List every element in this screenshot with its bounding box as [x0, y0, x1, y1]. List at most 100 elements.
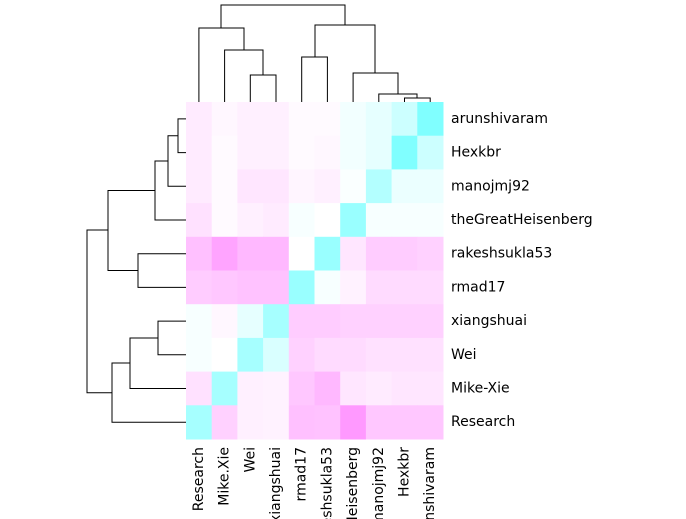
heatmap-cell	[314, 203, 341, 238]
heatmap-cell	[263, 236, 290, 271]
heatmap-cell	[237, 135, 264, 170]
heatmap-cell	[417, 270, 444, 305]
heatmap-cell	[340, 304, 367, 339]
heatmap-cell	[365, 270, 393, 305]
heatmap-cell	[417, 405, 444, 440]
heatmap-cell	[288, 405, 315, 440]
heatmap-cell	[263, 337, 290, 373]
heatmap-cell	[237, 102, 264, 137]
row-label: rakeshsukla53	[451, 246, 552, 262]
heatmap-cell	[186, 270, 213, 305]
column-label: Mike.Xie	[217, 447, 233, 506]
heatmap-cell	[288, 102, 315, 137]
heatmap-cell	[365, 102, 393, 137]
heatmap-cell	[391, 169, 418, 204]
row-label: manojmj92	[451, 178, 530, 194]
row-label: rmad17	[451, 279, 505, 295]
heatmap-cell	[263, 270, 290, 305]
heatmap-cell	[365, 203, 393, 238]
heatmap-cell	[391, 102, 418, 137]
heatmap-cell	[211, 169, 238, 204]
heatmap-cell	[417, 337, 444, 373]
heatmap-cell	[340, 405, 367, 440]
heatmap-cell	[288, 169, 315, 204]
heatmap-cell	[288, 135, 315, 170]
heatmap-cell	[417, 135, 444, 170]
heatmap-cell	[186, 405, 213, 440]
heatmap-cell	[340, 169, 367, 204]
heatmap-cell	[237, 371, 264, 406]
heatmap-cell	[340, 102, 367, 137]
heatmap-cell	[391, 371, 418, 406]
heatmap-cell	[186, 135, 213, 170]
heatmap-cell	[365, 169, 393, 204]
heatmap-cell	[314, 135, 341, 170]
heatmap-cell	[340, 270, 367, 305]
heatmap-cell	[314, 304, 341, 339]
heatmap-cell	[314, 236, 341, 271]
heatmap-cell	[288, 270, 315, 305]
heatmap-cell	[340, 371, 367, 406]
column-label: manojmj92	[371, 447, 387, 519]
heatmap-cell	[314, 371, 341, 406]
column-dendrogram	[198, 4, 431, 102]
heatmap-cell	[211, 337, 238, 373]
heatmap-cell	[237, 169, 264, 204]
heatmap-cell	[237, 405, 264, 440]
heatmap-cell	[340, 236, 367, 271]
heatmap-cell	[186, 337, 213, 373]
heatmap-cell	[314, 169, 341, 204]
heatmap-cell	[391, 135, 418, 170]
row-label: Mike-Xie	[451, 380, 510, 396]
heatmap-cell	[211, 371, 238, 406]
heatmap-cell	[263, 169, 290, 204]
heatmap-cell	[391, 203, 418, 238]
row-label: Wei	[451, 347, 477, 363]
heatmap-cell	[263, 135, 290, 170]
heatmap-cell	[186, 371, 213, 406]
heatmap-cell	[186, 102, 213, 137]
heatmap-cell	[237, 203, 264, 238]
heatmap-cell	[263, 371, 290, 406]
heatmap-cell	[186, 203, 213, 238]
heatmap-cell	[186, 236, 213, 271]
row-label: arunshivaram	[451, 111, 548, 127]
heatmap-cell	[263, 203, 290, 238]
heatmap-cell	[391, 337, 418, 373]
heatmap-cell	[211, 135, 238, 170]
heatmap-cell	[391, 405, 418, 440]
row-label: Hexkbr	[451, 145, 501, 161]
dendrogram-branch	[86, 118, 186, 423]
heatmap-cell	[211, 405, 238, 440]
heatmap-cell	[211, 203, 238, 238]
row-label: theGreatHeisenberg	[451, 212, 593, 228]
heatmap-cell	[340, 203, 367, 238]
column-label: Hexkbr	[396, 447, 412, 497]
heatmap-cell	[237, 236, 264, 271]
heatmap-cell	[186, 304, 213, 339]
heatmap-cell	[340, 337, 367, 373]
heatmap-cell	[365, 337, 393, 373]
heatmap-cell	[211, 270, 238, 305]
heatmap-cell	[211, 304, 238, 339]
heatmap-cell	[391, 236, 418, 271]
column-label: Wei	[242, 447, 258, 473]
heatmap-cell	[365, 236, 393, 271]
heatmap-cell	[237, 337, 264, 373]
heatmap-cell	[288, 304, 315, 339]
heatmap-cell	[186, 169, 213, 204]
heatmap-cell	[288, 371, 315, 406]
heatmap-cell	[314, 102, 341, 137]
heatmap-cell	[314, 405, 341, 440]
heatmap-cell	[365, 135, 393, 170]
heatmap-cell	[237, 304, 264, 339]
column-label: xiangshuai	[268, 447, 284, 519]
column-label: Research	[191, 447, 207, 511]
heatmap-cell	[314, 270, 341, 305]
heatmap-cell	[288, 236, 315, 271]
column-label: theGreatHeisenberg	[345, 447, 361, 519]
heatmap-cell	[391, 270, 418, 305]
heatmap-cell	[417, 371, 444, 406]
heatmap-cell	[417, 102, 444, 137]
column-label: rakeshsukla53	[319, 447, 335, 519]
